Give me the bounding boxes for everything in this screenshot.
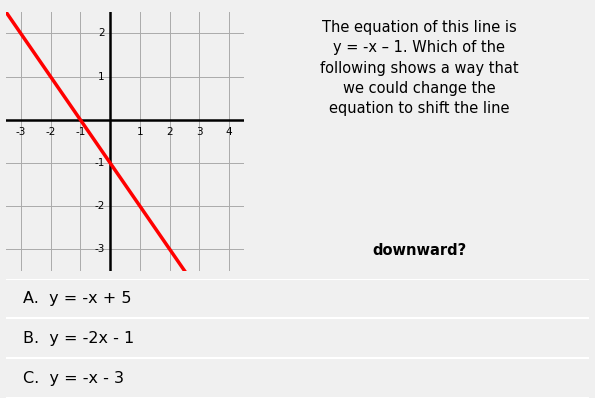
Text: -2: -2 [95, 201, 105, 211]
Text: The equation of this line is
y = -x – 1. Which of the
following shows a way that: The equation of this line is y = -x – 1.… [320, 20, 519, 137]
Text: 4: 4 [226, 127, 233, 137]
Text: B.  y = -2x - 1: B. y = -2x - 1 [23, 331, 134, 346]
Text: -1: -1 [75, 127, 86, 137]
Text: 1: 1 [136, 127, 143, 137]
Text: 3: 3 [196, 127, 203, 137]
Text: -2: -2 [45, 127, 56, 137]
Text: 2: 2 [98, 29, 105, 39]
Text: 1: 1 [98, 72, 105, 82]
Text: downward?: downward? [372, 243, 466, 258]
Text: C.  y = -x - 3: C. y = -x - 3 [23, 371, 124, 386]
Text: 2: 2 [166, 127, 173, 137]
Text: -3: -3 [95, 244, 105, 254]
Text: A.  y = -x + 5: A. y = -x + 5 [23, 291, 132, 306]
Text: -3: -3 [15, 127, 26, 137]
Text: -1: -1 [95, 158, 105, 168]
